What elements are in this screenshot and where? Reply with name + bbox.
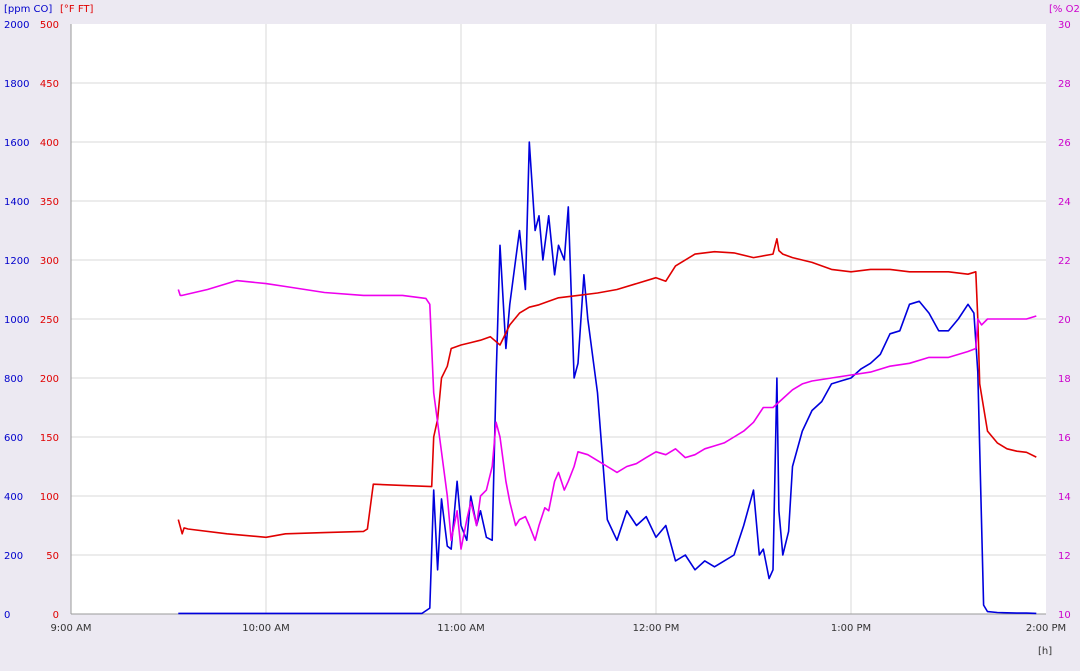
o2-tick-label: 30 [1058,20,1071,31]
o2-tick-label: 16 [1058,433,1071,444]
co-tick-label: 200 [4,551,23,562]
x-tick-label: 10:00 AM [242,623,289,634]
o2-tick-label: 18 [1058,374,1071,385]
o2-tick-label: 12 [1058,551,1071,562]
ft-series-line [177,238,1037,539]
ft-tick-label: 0 [53,610,59,621]
ft-tick-label: 250 [40,315,59,326]
x-tick-label: 9:00 AM [50,623,91,634]
co-tick-label: 1600 [4,138,29,149]
ft-tick-label: 350 [40,197,59,208]
o2-tick-label: 10 [1058,610,1071,621]
co-tick-label: 600 [4,433,23,444]
series-layer [177,141,1037,615]
co-tick-label: 1800 [4,79,29,90]
x-tick-label: 2:00 PM [1026,623,1066,634]
co-tick-label: 800 [4,374,23,385]
o2-tick-label: 22 [1058,256,1071,267]
x-unit-label: [h] [1038,646,1052,657]
ft-tick-label: 100 [40,492,59,503]
o2-tick-label: 28 [1058,79,1071,90]
o2-tick-label: 24 [1058,197,1071,208]
o2-tick-label: 14 [1058,492,1071,503]
o2-tick-label: 20 [1058,315,1071,326]
ft-tick-label: 300 [40,256,59,267]
co-axis-label: [ppm CO] [4,4,52,15]
ft-axis-label: [°F FT] [60,4,94,15]
x-tick-label: 1:00 PM [831,623,871,634]
co-tick-label: 1400 [4,197,29,208]
o2-series-line [177,279,1037,550]
ft-tick-label: 200 [40,374,59,385]
co-tick-label: 400 [4,492,23,503]
ft-tick-label: 50 [46,551,59,562]
co-tick-label: 0 [4,610,10,621]
co-series-line [178,141,1037,615]
ft-tick-label: 450 [40,79,59,90]
o2-axis-label: [% O2 [1049,4,1080,15]
co-tick-label: 1000 [4,315,29,326]
x-tick-label: 12:00 PM [633,623,680,634]
co-tick-label: 1200 [4,256,29,267]
gridlines [71,24,1046,614]
ft-tick-label: 400 [40,138,59,149]
ft-tick-label: 500 [40,20,59,31]
co-tick-label: 2000 [4,20,29,31]
x-tick-label: 11:00 AM [437,623,484,634]
ft-tick-label: 150 [40,433,59,444]
o2-tick-label: 26 [1058,138,1071,149]
